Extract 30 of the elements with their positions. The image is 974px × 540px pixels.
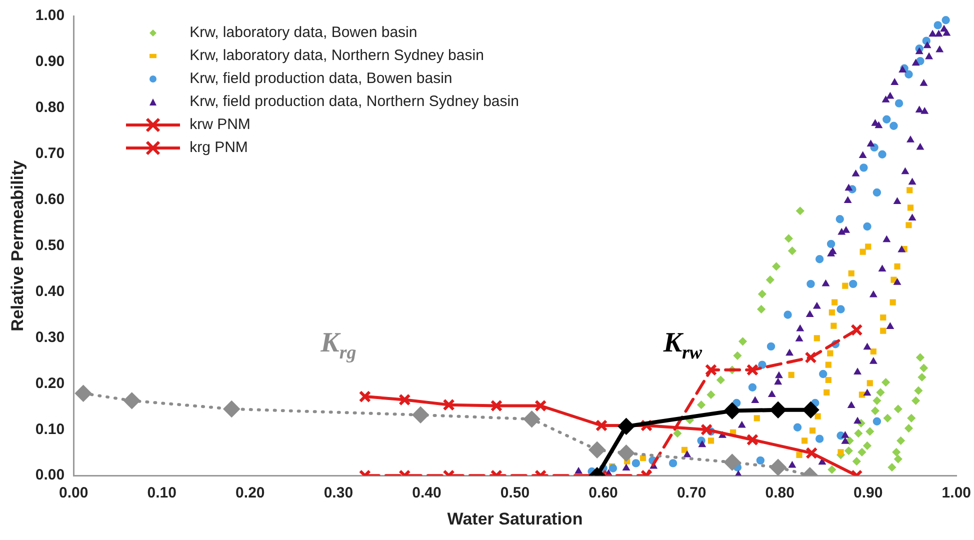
- x-tick-label: 0.10: [147, 484, 176, 502]
- legend-label: Krw, laboratory data, Bowen basin: [190, 23, 418, 43]
- x-tick-label: 0.30: [324, 484, 354, 502]
- x-tick-label: 0.70: [676, 484, 706, 502]
- x-tick-label: 0.90: [854, 484, 883, 502]
- legend-label: Krw, field production data, Bowen basin: [190, 69, 452, 89]
- legend-label: Krw, laboratory data, Northern Sydney basin: [190, 46, 484, 66]
- x-tick-label: 0.40: [412, 484, 442, 502]
- y-axis-title: Relative Permeability: [8, 160, 27, 332]
- y-tick-label: 0.30: [35, 328, 65, 346]
- legend-label: krw PNM: [190, 115, 250, 135]
- y-tick-label: 0.70: [35, 145, 65, 162]
- x-tick-label: 1.00: [942, 484, 972, 502]
- x-tick-label: 0.60: [588, 484, 618, 502]
- y-tick-label: 0.40: [35, 282, 65, 300]
- x-tick-label: 0.20: [236, 484, 265, 502]
- x-tick-label: 0.00: [58, 484, 88, 502]
- y-tick-label: 0.20: [35, 374, 65, 392]
- y-tick-label: 0.90: [35, 53, 65, 70]
- y-tick-label: 0.00: [35, 466, 65, 484]
- y-tick-label: 0.80: [35, 99, 65, 116]
- x-tick-label: 0.50: [500, 484, 530, 502]
- y-tick-label: 0.50: [35, 236, 65, 254]
- legend-label: Krw, field production data, Northern Sydney basin: [190, 92, 519, 112]
- legend-label: krg PNM: [190, 138, 248, 158]
- y-tick-label: 0.60: [35, 190, 65, 208]
- y-tick-label: 1.00: [35, 7, 65, 24]
- x-axis-title: Water Saturation: [447, 509, 583, 528]
- x-tick-label: 0.80: [765, 484, 794, 502]
- y-tick-label: 0.10: [35, 420, 65, 438]
